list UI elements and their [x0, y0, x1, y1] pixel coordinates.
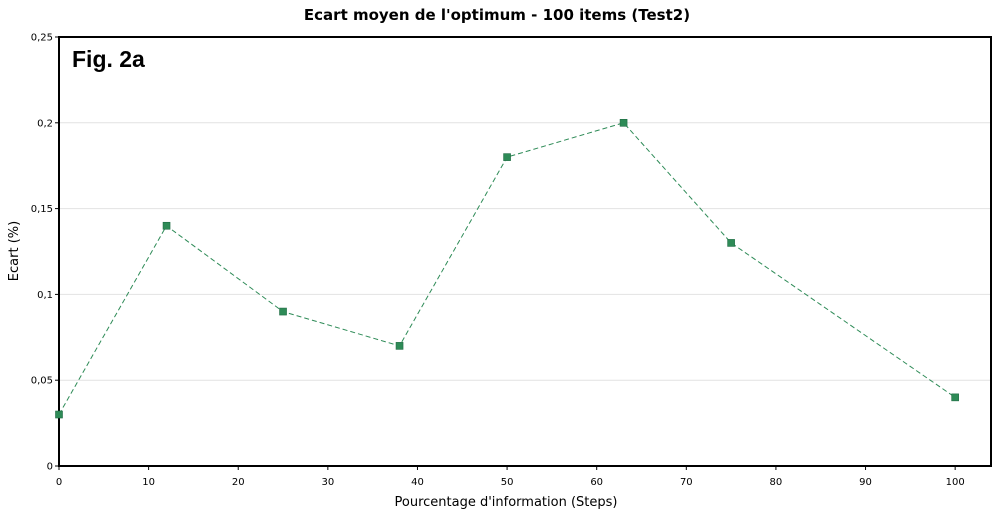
data-point-marker	[395, 342, 404, 350]
x-tick-label: 40	[411, 477, 424, 488]
y-tick-label: 0,05	[31, 376, 53, 387]
y-tick-label: 0,1	[37, 290, 53, 301]
x-tick-label: 80	[770, 477, 783, 488]
x-tick-label: 30	[321, 477, 334, 488]
y-tick-label: 0,15	[31, 204, 53, 215]
y-tick-label: 0,25	[31, 33, 53, 44]
y-tick-label: 0	[47, 462, 53, 473]
data-point-marker	[162, 221, 171, 230]
x-axis-title: Pourcentage d'information (Steps)	[395, 495, 618, 510]
x-tick-label: 70	[680, 477, 693, 488]
data-point-marker	[619, 119, 628, 127]
x-tick-label: 20	[232, 477, 245, 488]
series-line	[58, 122, 956, 415]
figure-label: Fig. 2a	[72, 46, 145, 72]
plot-area	[58, 36, 992, 467]
series	[55, 119, 959, 419]
grid	[59, 122, 991, 381]
data-point-marker	[279, 307, 287, 316]
x-tick-label: 0	[56, 477, 62, 488]
x-tick-label: 90	[859, 477, 872, 488]
x-tick-label: 50	[501, 477, 514, 488]
data-point-marker	[503, 153, 511, 161]
data-point-marker	[727, 239, 735, 247]
x-tick-label: 100	[946, 477, 965, 488]
x-tick-label: 60	[590, 477, 603, 488]
y-axis-title: Ecart (%)	[7, 221, 22, 281]
chart-title: Ecart moyen de l'optimum - 100 items (Te…	[304, 6, 690, 24]
ticks: 0 0,05 0,1 0,15 0,2 0,25 0 10 20 30 40 50 60 70 80 90 10…	[31, 33, 965, 489]
x-tick-label: 10	[142, 477, 155, 488]
y-tick-label: 0,2	[37, 118, 53, 129]
data-point-marker	[951, 393, 959, 402]
data-point-marker	[55, 410, 63, 419]
